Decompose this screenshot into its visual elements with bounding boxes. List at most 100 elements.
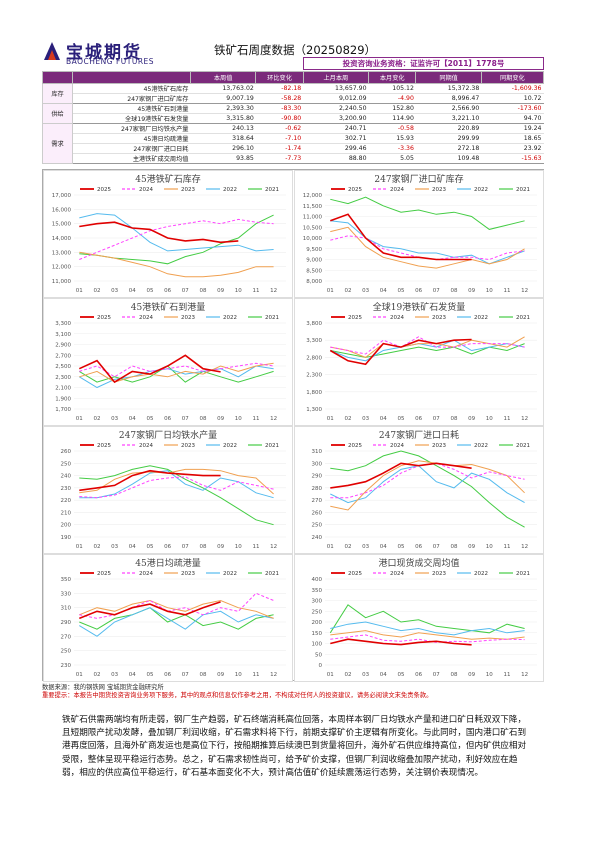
x-tick-label: 11 [503,544,510,550]
x-tick-label: 11 [503,288,510,294]
table-row: 247家钢厂进口矿库存 9,007.19 -58.28 9,012.09 -4.90 8,… [43,93,544,104]
legend-label: 2024 [139,315,153,321]
x-tick-label: 01 [327,416,334,422]
y-tick-label: 14,000 [52,236,72,242]
x-tick-label: 04 [129,288,136,294]
x-tick-label: 05 [397,288,404,294]
category-cell: 库存 [42,83,73,104]
legend-label: 2021 [265,315,279,321]
legend-label: 2025 [348,187,362,193]
legend-label: 2021 [265,187,279,193]
legend-label: 2022 [223,187,237,193]
legend-label: 2021 [265,443,279,449]
y-tick-label: 220 [61,498,72,504]
y-tick-label: 200 [312,620,323,626]
indicator-name: 主港铁矿成交周均值 [72,153,191,164]
chart-svg: 230 250 270 290 310 330 350 01 02 03 04 05 06 07 08 09 1… [61,557,286,678]
x-tick-label: 05 [397,672,404,678]
series-line-2023 [330,460,525,511]
x-tick-label: 05 [146,416,153,422]
x-tick-label: 10 [486,672,493,678]
value-cell: 94.70 [481,113,544,124]
x-tick-label: 12 [270,288,277,294]
chart-title: 45港铁矿石库存 [135,173,200,185]
value-cell: 318.64 [190,133,256,144]
x-tick-label: 06 [164,416,171,422]
y-tick-label: 250 [61,649,72,655]
column-header [72,71,191,84]
series-line-2025 [329,338,472,366]
x-tick-label: 02 [344,416,351,422]
y-tick-label: 17,000 [52,193,72,199]
y-tick-label: 290 [312,474,323,480]
x-tick-label: 12 [270,672,277,678]
series-line-2025 [79,221,239,244]
y-tick-label: 240 [312,535,323,541]
x-tick-label: 02 [93,544,100,550]
x-tick-label: 01 [76,288,83,294]
chart-svg: 8,000 8,500 9,000 9,500 10,000 10,500 11,000 11… [303,173,537,294]
value-cell: 302.71 [303,133,369,144]
chart-title: 45港日均疏港量 [135,557,200,569]
series-line-2024 [330,462,525,499]
series-line-2021 [330,196,525,230]
x-tick-label: 05 [146,544,153,550]
indicator-name: 247家钢厂进口矿库存 [72,93,191,104]
legend-label: 2025 [97,187,111,193]
indicator-name: 45港日均疏港量 [72,133,191,144]
x-tick-label: 07 [182,416,189,422]
y-tick-label: 350 [312,588,323,594]
value-cell: -0.58 [368,123,416,134]
series-line-2023 [330,336,525,358]
value-cell: 9,007.19 [190,93,256,104]
x-tick-label: 02 [344,672,351,678]
value-cell: 15,372.38 [415,83,482,94]
x-tick-label: 03 [111,672,118,678]
series-line-2024 [79,592,274,619]
x-tick-label: 02 [93,672,100,678]
legend-label: 2022 [223,443,237,449]
y-tick-label: 16,000 [52,207,72,213]
x-tick-label: 07 [182,544,189,550]
x-tick-label: 03 [362,672,369,678]
indicator-name: 全球19港铁矿石发货量 [72,113,191,124]
y-tick-label: 230 [61,486,72,492]
charts-grid: 11,000 12,000 13,000 14,000 15,000 16,000 17,0… [42,169,544,682]
x-tick-label: 04 [380,288,387,294]
x-tick-label: 10 [235,544,242,550]
legend-label: 2023 [181,443,195,449]
x-tick-label: 12 [270,544,277,550]
summary-header-row: 本周值 环比变化 上月本周 本月变化 同期值 同期变化 [42,71,545,84]
value-cell: 15.93 [368,133,416,144]
x-tick-label: 02 [93,416,100,422]
chart-svg: 1,700 1,900 2,100 2,300 2,500 2,700 2,900 3,100… [55,301,286,422]
series-line-2022 [79,213,274,252]
x-tick-label: 08 [450,544,457,550]
y-tick-label: 10,500 [303,225,323,231]
value-cell: -0.62 [255,123,304,134]
value-cell: 9,012.09 [303,93,369,104]
x-tick-label: 01 [76,544,83,550]
y-tick-label: 280 [312,486,323,492]
chart-title: 247家钢厂进口矿库存 [374,173,463,185]
x-tick-label: 11 [503,672,510,678]
x-tick-label: 07 [182,288,189,294]
chart-svg: 190 200 210 220 230 240 250 260 01 02 03 04 05 06 07 08… [61,429,286,550]
x-tick-label: 10 [235,672,242,678]
x-tick-label: 08 [450,672,457,678]
x-tick-label: 08 [450,288,457,294]
logo-chinese-name: 宝城期货 [66,43,142,63]
y-tick-label: 290 [61,620,72,626]
commentary-paragraph: 铁矿石供需两端均有所走弱，钢厂生产趋弱，矿石终端消耗高位回落，本周样本钢厂日均铁… [62,715,527,778]
y-tick-label: 300 [312,599,323,605]
x-tick-label: 02 [93,288,100,294]
y-tick-label: 230 [61,663,72,669]
y-tick-label: 260 [61,449,72,455]
x-tick-label: 10 [235,416,242,422]
x-tick-label: 07 [433,544,440,550]
legend-label: 2025 [348,571,362,577]
x-tick-label: 09 [468,416,475,422]
x-tick-label: 04 [129,544,136,550]
value-cell: 152.80 [368,103,416,114]
legend-label: 2023 [432,443,446,449]
